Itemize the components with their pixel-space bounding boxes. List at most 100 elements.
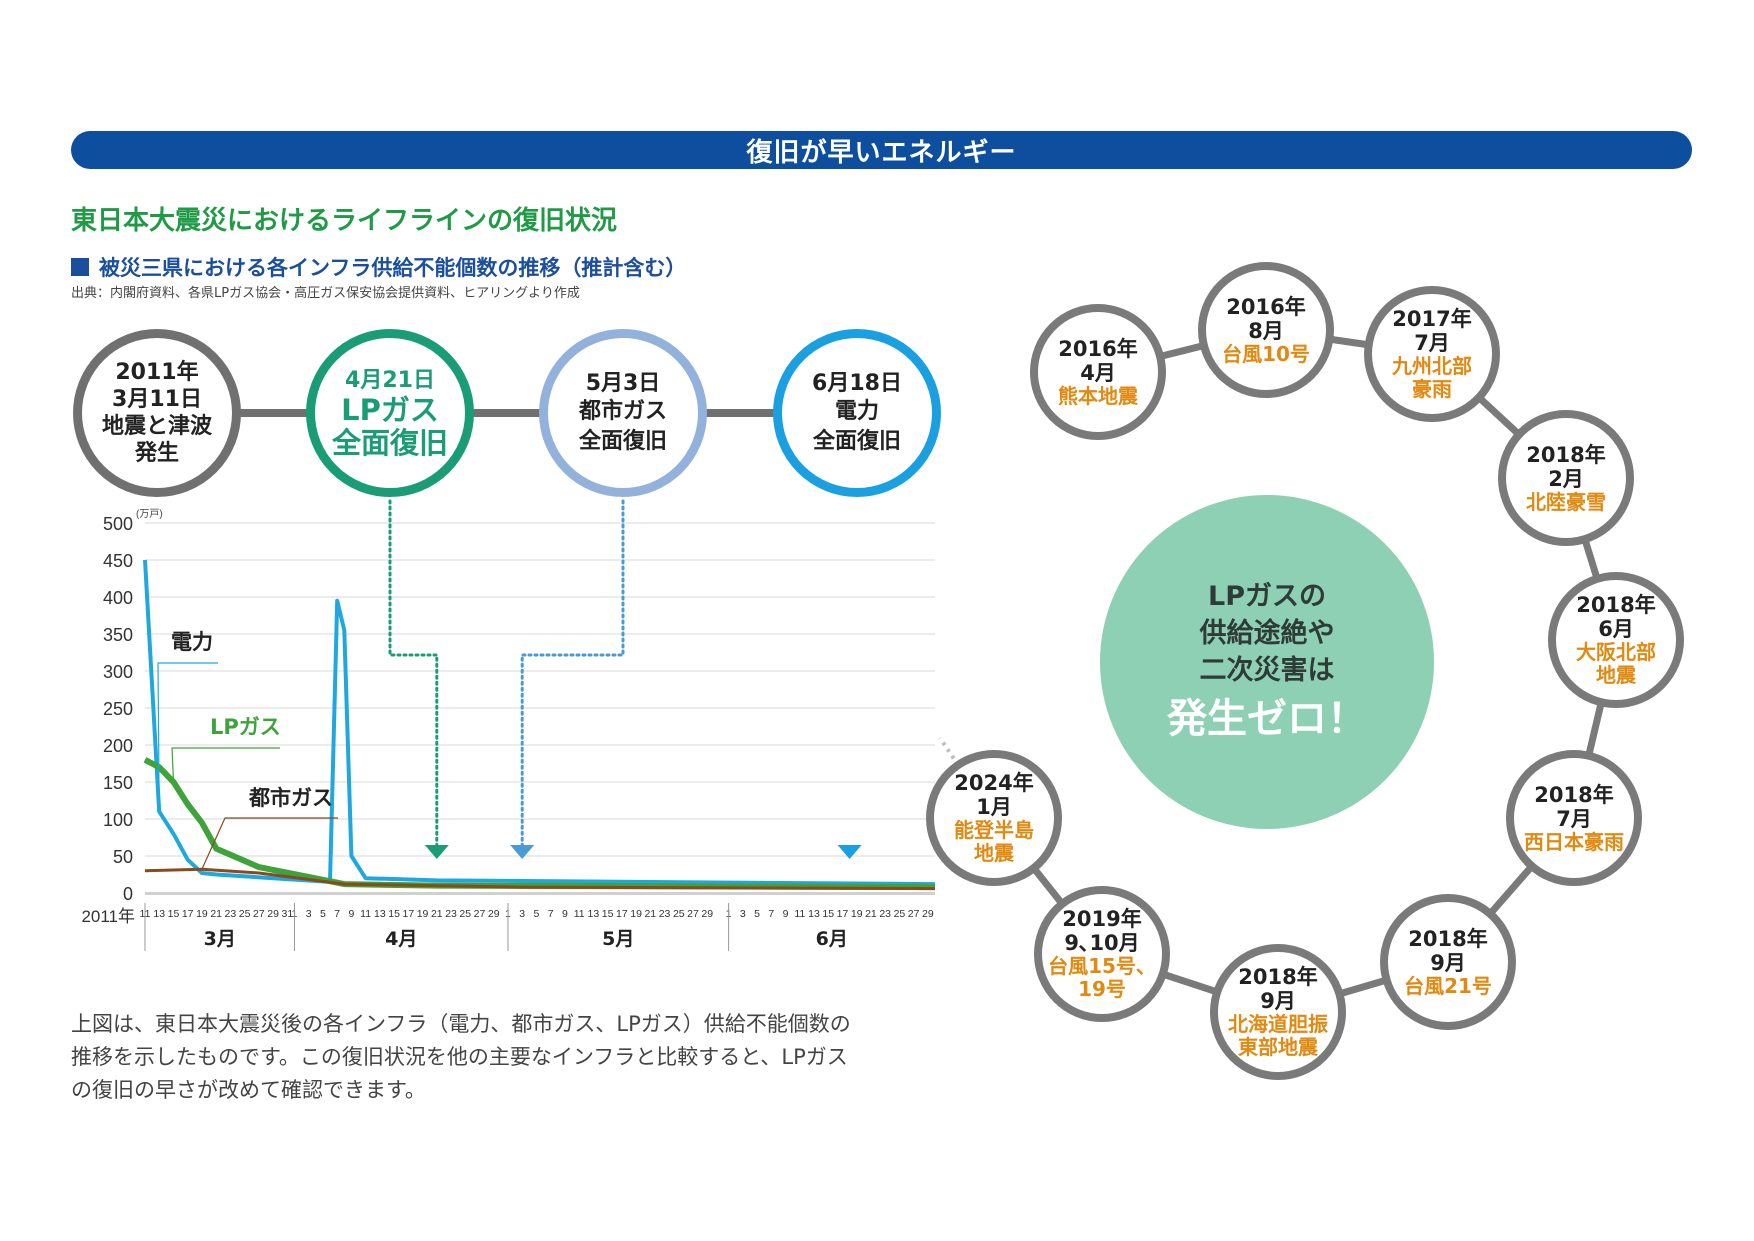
recovery-arrow-line-0 [388, 499, 439, 847]
center-emphasis: 発生ゼロ！ [1167, 695, 1367, 742]
x-tick-label: 29 [488, 908, 500, 920]
center-line-1: LPガスの [1208, 580, 1326, 612]
series-leader-1 [171, 747, 280, 783]
disaster-event: 地震 [974, 841, 1014, 865]
y-tick-label: 300 [103, 662, 133, 682]
disaster-month: 7月 [1556, 806, 1592, 831]
timeline-node-line: 発生 [134, 441, 179, 466]
x-tick-label: 21 [210, 908, 222, 920]
disaster-node: 2018年 2月 北陸豪雪 [1498, 410, 1634, 546]
y-tick-label: 150 [103, 773, 133, 793]
x-tick-label: 9 [562, 908, 568, 920]
x-tick-label: 29 [267, 908, 279, 920]
month-label: 6月 [816, 928, 848, 950]
x-tick-label: 29 [922, 908, 934, 920]
x-tick-label: 17 [616, 908, 628, 920]
year-label: 2011年 [81, 907, 135, 926]
x-tick-label: 29 [701, 908, 713, 920]
disaster-event: 豪雨 [1412, 377, 1452, 401]
x-tick-label: 17 [182, 908, 194, 920]
disaster-month: 9月 [1260, 989, 1296, 1013]
disaster-year: 2024年 [954, 771, 1034, 795]
chart-subtitle-text: 被災三県における各インフラ供給不能個数の推移（推計含む） [99, 256, 687, 280]
disaster-node: 2018年 9月 北海道胆振 東部地震 [1210, 944, 1346, 1080]
timeline-node-line: 都市ガス [578, 398, 667, 424]
series-label-1: LPガス [210, 715, 281, 739]
disaster-event: 台風21号 [1404, 973, 1492, 998]
disaster-year: 2018年 [1576, 593, 1656, 617]
timeline-node-line: 全面復旧 [331, 425, 448, 460]
timeline-node-line: 全面復旧 [812, 428, 901, 454]
disaster-year: 2018年 [1238, 965, 1318, 989]
center-line-3: 二次災害は [1199, 654, 1335, 686]
square-bullet-icon [71, 258, 89, 276]
y-tick-label: 100 [103, 810, 133, 830]
timeline-node-line: 2011年 [115, 360, 199, 385]
x-tick-label: 11 [574, 908, 585, 920]
y-tick-label: 50 [113, 847, 133, 867]
y-tick-label: 350 [103, 625, 133, 645]
recovery-arrow-head-1 [510, 845, 535, 859]
banner-title: 復旧が早いエネルギー [746, 137, 1017, 168]
x-tick-label: 7 [768, 908, 774, 920]
x-tick-label: 5 [320, 908, 326, 920]
disaster-node: 2017年 7月 九州北部 豪雨 [1364, 286, 1500, 422]
x-tick-label: 13 [374, 908, 386, 920]
x-tick-label: 21 [431, 908, 443, 920]
x-tick-label: 15 [822, 908, 834, 920]
x-tick-label: 19 [630, 908, 642, 920]
series-label-0: 電力 [171, 630, 213, 654]
x-tick-label: 3 [519, 908, 525, 920]
disaster-node: 2018年 6月 大阪北部 地震 [1548, 572, 1684, 708]
disaster-node: 2016年 8月 台風10号 [1198, 262, 1334, 398]
chart-subtitle: 被災三県における各インフラ供給不能個数の推移（推計含む） [71, 252, 686, 282]
description-line: 上図は、東日本大震災後の各インフラ（電力、都市ガス、LPガス）供給不能個数の [71, 1012, 851, 1036]
disaster-year: 2018年 [1534, 782, 1614, 807]
month-label: 5月 [602, 928, 634, 950]
disaster-node: 2024年 1月 能登半島 地震 [926, 750, 1062, 886]
y-tick-label: 400 [103, 588, 133, 608]
timeline-node-line: 6月18日 [812, 370, 902, 396]
x-tick-label: 23 [879, 908, 891, 920]
disaster-event: 北陸豪雪 [1526, 489, 1606, 514]
unit-label: (万戸) [136, 508, 163, 520]
x-tick-label: 23 [225, 908, 237, 920]
x-tick-label: 23 [659, 908, 671, 920]
x-tick-label: 25 [459, 908, 471, 920]
x-tick-label: 23 [445, 908, 457, 920]
timeline-node-3: 6月18日 電力 全面復旧 [773, 329, 941, 497]
month-label: 4月 [385, 928, 417, 950]
x-tick-label: 25 [894, 908, 906, 920]
disaster-node: 2016年 4月 熊本地震 [1030, 304, 1166, 440]
chart-description: 上図は、東日本大震災後の各インフラ（電力、都市ガス、LPガス）供給不能個数の 推… [71, 1008, 971, 1107]
disaster-event: 台風10号 [1222, 341, 1310, 366]
x-tick-label: 9 [783, 908, 789, 920]
disaster-event: 熊本地震 [1058, 383, 1138, 408]
section-banner: 復旧が早いエネルギー [71, 131, 1692, 169]
x-tick-label: 7 [548, 908, 554, 920]
series-line-2 [144, 867, 936, 891]
x-tick-label: 19 [196, 908, 208, 920]
timeline-node-2: 5月3日 都市ガス 全面復旧 [539, 329, 707, 497]
x-tick-label: 3 [306, 908, 312, 920]
disaster-month: 7月 [1414, 331, 1450, 355]
x-tick-label: 9 [348, 908, 354, 920]
y-tick-label: 250 [103, 699, 133, 719]
x-tick-label: 21 [865, 908, 877, 920]
disaster-month: 8月 [1248, 318, 1284, 343]
series-label-2: 都市ガス [248, 786, 333, 810]
disaster-event: 台風15号、 [1048, 954, 1156, 978]
y-tick-label: 500 [103, 514, 133, 534]
disaster-year: 2016年 [1058, 336, 1138, 361]
recovery-arrow-head-2 [837, 845, 862, 859]
disaster-event: 19号 [1078, 977, 1126, 1001]
timeline-node-line: LPガス [341, 392, 439, 427]
x-tick-label: 27 [474, 908, 486, 920]
month-label: 3月 [204, 928, 236, 950]
timeline-node-line: 地震と津波 [101, 414, 212, 439]
y-tick-label: 200 [103, 736, 133, 756]
timeline-node-1: 4月21日 LPガス 全面復旧 [306, 329, 474, 497]
x-tick-label: 15 [602, 908, 614, 920]
x-tick-label: 27 [253, 908, 265, 920]
